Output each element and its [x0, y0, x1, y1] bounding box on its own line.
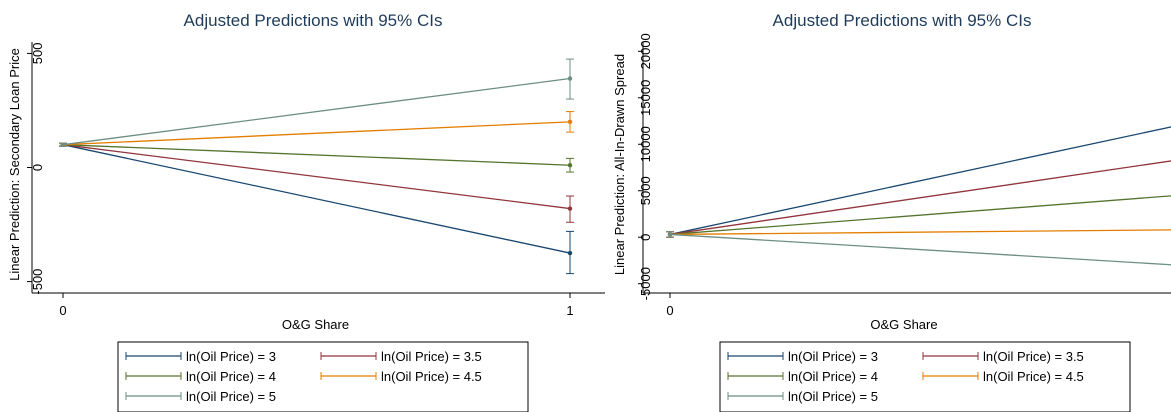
series-2	[666, 160, 1171, 238]
chart-title: Adjusted Predictions with 95% CIs	[184, 11, 443, 30]
series-line	[62, 144, 571, 210]
legend-label: ln(Oil Price) = 5	[788, 389, 878, 404]
x-axis-label: O&G Share	[870, 317, 937, 332]
data-point	[567, 76, 573, 81]
series-4	[59, 111, 574, 147]
y-tick-label: 5000	[638, 176, 653, 205]
x-tick-label: 0	[59, 303, 66, 318]
y-tick-label: 10000	[638, 126, 653, 162]
series-line	[669, 229, 1171, 236]
x-tick-label: 1	[566, 303, 573, 318]
y-tick-label: -5000	[638, 267, 653, 300]
y-tick-label: -500	[30, 269, 45, 295]
series-5	[59, 58, 574, 147]
legend: ln(Oil Price) = 3 ln(Oil Price) = 3.5 ln(O…	[117, 341, 529, 412]
data-point	[567, 119, 573, 125]
legend-item: ln(Oil Price) = 4	[727, 369, 878, 384]
data-point	[60, 142, 66, 147]
legend-label: ln(Oil Price) = 4	[788, 369, 878, 384]
chart-panel-1: Adjusted Predictions with 95% CIs -500 0 50…	[7, 11, 605, 412]
x-tick-label: 0	[666, 303, 673, 318]
y-tick-label: 500	[30, 43, 45, 65]
y-tick-label: 20000	[638, 33, 653, 69]
legend-label: ln(Oil Price) = 5	[186, 389, 276, 404]
legend-box	[117, 341, 529, 412]
data-point	[567, 163, 573, 168]
legend-item: ln(Oil Price) = 3	[125, 349, 276, 364]
series-1	[666, 126, 1171, 238]
series-line	[62, 121, 571, 146]
plot-area	[666, 126, 1171, 266]
legend-label: ln(Oil Price) = 3	[788, 349, 878, 364]
data-point	[567, 206, 573, 211]
legend-item: ln(Oil Price) = 3.5	[320, 349, 482, 364]
series-line	[669, 195, 1171, 236]
series-3	[59, 142, 574, 173]
series-line	[62, 77, 571, 146]
legend-box	[719, 341, 1131, 412]
legend-label: ln(Oil Price) = 4	[186, 369, 276, 384]
legend-item: ln(Oil Price) = 3.5	[922, 349, 1084, 364]
legend-label: ln(Oil Price) = 4.5	[381, 369, 482, 384]
y-tick-label: 15000	[638, 80, 653, 116]
legend-label: ln(Oil Price) = 3	[186, 349, 276, 364]
y-tick-label: 0	[638, 234, 653, 241]
legend-item: ln(Oil Price) = 5	[125, 389, 276, 404]
series-line	[62, 144, 571, 254]
plot-area	[59, 58, 574, 275]
series-line	[62, 144, 571, 166]
legend-item: ln(Oil Price) = 4.5	[922, 369, 1084, 384]
series-3	[666, 195, 1171, 238]
legend-label: ln(Oil Price) = 4.5	[983, 369, 1084, 384]
y-axis-label: Linear Prediction: All-In-Drawn Spread	[612, 54, 627, 275]
legend-item: ln(Oil Price) = 5	[727, 389, 878, 404]
legend-label: ln(Oil Price) = 3.5	[381, 349, 482, 364]
y-axis-label: Linear Prediction: Secondary Loan Price	[7, 48, 22, 281]
series-5	[666, 231, 1171, 266]
series-line	[669, 160, 1171, 236]
data-point	[567, 250, 573, 256]
legend-label: ln(Oil Price) = 3.5	[983, 349, 1084, 364]
legend-item: ln(Oil Price) = 3	[727, 349, 878, 364]
chart-panel-2: Adjusted Predictions with 95% CIs -5000 0 5…	[612, 11, 1171, 412]
legend: ln(Oil Price) = 3 ln(Oil Price) = 3.5 ln(O…	[719, 341, 1131, 412]
series-line	[669, 126, 1171, 236]
y-tick-label: 0	[30, 164, 45, 171]
legend-item: ln(Oil Price) = 4	[125, 369, 276, 384]
data-point	[667, 232, 673, 237]
chart-title: Adjusted Predictions with 95% CIs	[773, 11, 1032, 30]
series-line	[669, 233, 1171, 266]
legend-item: ln(Oil Price) = 4.5	[320, 369, 482, 384]
x-axis-label: O&G Share	[282, 317, 349, 332]
